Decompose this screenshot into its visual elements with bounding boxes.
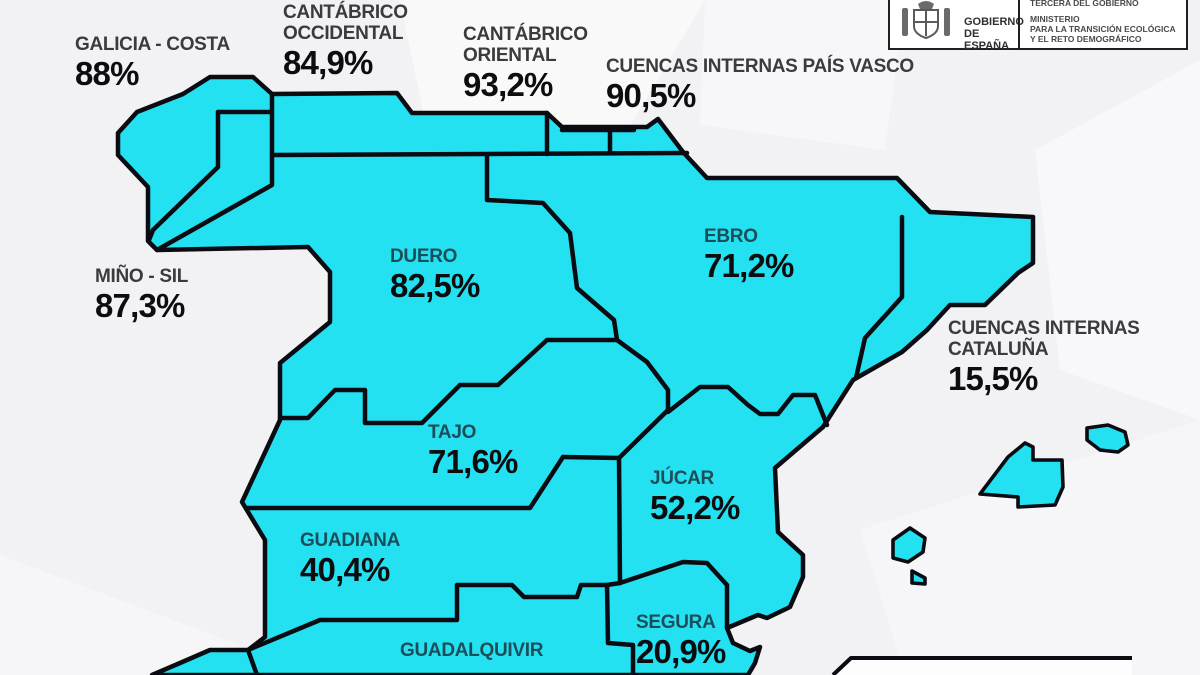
border-guadiana-jucar [560, 454, 623, 586]
border-galicia-mino [146, 109, 221, 243]
border-guadalquivir-west [245, 647, 260, 675]
government-logo-left: GOBIERNO DE ESPAÑA [890, 0, 1024, 52]
border-guadiana-guadalquivir [245, 580, 623, 653]
basin-value: 87,3% [95, 287, 185, 324]
basin-value: 40,4% [300, 551, 390, 588]
ministry-line1: MINISTERIO [1030, 14, 1080, 24]
basin-name: CANTÁBRICO [463, 24, 588, 45]
spain-coat-of-arms-icon [902, 1, 950, 40]
basin-value: 88% [75, 55, 139, 92]
island-menorca [1085, 423, 1130, 454]
basin-name: OCCIDENTAL [283, 23, 404, 44]
basin-value: 93,2% [463, 66, 553, 103]
basin-label-galicia-costa: GALICIA - COSTA 88% [75, 34, 230, 92]
border-mino-duero [154, 91, 275, 253]
basin-borders [146, 91, 905, 675]
island-ibiza [891, 526, 927, 564]
basin-label-cantabrico-occidental: CANTÁBRICO OCCIDENTAL 84,9% [283, 2, 408, 81]
basin-label-segura: SEGURA 20,9% [636, 612, 726, 670]
basin-label-cataluna: CUENCAS INTERNAS CATALUÑA 15,5% [948, 318, 1140, 397]
basin-name: TAJO [428, 422, 477, 443]
basin-value: 71,2% [704, 247, 794, 284]
ministry-name: TERCERA DEL GOBIERNO MINISTERIO PARA LA … [1030, 0, 1180, 44]
basin-name: CANTÁBRICO [283, 2, 408, 23]
border-guadalquivir-segura [604, 582, 636, 675]
government-name: GOBIERNO DE ESPAÑA [964, 16, 1024, 52]
basin-name: CATALUÑA [948, 339, 1049, 360]
basin-label-guadiana: GUADIANA 40,4% [300, 530, 400, 588]
basin-name: MIÑO - SIL [95, 266, 189, 287]
border-ebro-cataluna [853, 214, 905, 381]
basin-label-mino-sil: MIÑO - SIL 87,3% [95, 266, 188, 324]
basin-name: ORIENTAL [463, 45, 557, 66]
border-ebro-jucar [614, 337, 830, 428]
basin-value: 52,2% [650, 489, 740, 526]
basin-name: CUENCAS INTERNAS PAÍS VASCO [606, 56, 914, 77]
border-cantabrico-duero [269, 150, 690, 158]
basin-value: 71,6% [428, 443, 518, 480]
basin-value: 15,5% [948, 360, 1038, 397]
island-mallorca [978, 441, 1065, 509]
basin-label-cantabrico-oriental: CANTÁBRICO ORIENTAL 93,2% [463, 24, 588, 103]
basin-label-jucar: JÚCAR 52,2% [650, 468, 740, 526]
government-name-line1: GOBIERNO [964, 16, 1024, 28]
ministry-line2: PARA LA TRANSICIÓN ECOLÓGICA [1030, 24, 1176, 34]
island-formentera [910, 569, 927, 586]
logo-divider [1018, 0, 1020, 48]
basin-value: 90,5% [606, 77, 696, 114]
basin-name: JÚCAR [650, 468, 714, 489]
balearic-islands [891, 423, 1130, 586]
basin-name: CUENCAS INTERNAS [948, 318, 1140, 339]
government-logo-box: GOBIERNO DE ESPAÑA TERCERA DEL GOBIERNO … [888, 0, 1188, 52]
government-name-line2: DE ESPAÑA [964, 28, 1010, 52]
ministry-line3: Y EL RETO DEMOGRÁFICO [1030, 34, 1142, 44]
basin-name: GALICIA - COSTA [75, 34, 230, 55]
legend-box [831, 656, 1132, 675]
basin-label-duero: DUERO 82,5% [390, 246, 480, 304]
basin-label-guadalquivir: GUADALQUIVIR [400, 640, 543, 661]
basin-label-pais-vasco: CUENCAS INTERNAS PAÍS VASCO 90,5% [606, 56, 914, 114]
border-jucar-segura [617, 559, 730, 631]
ministry-dept-line: TERCERA DEL GOBIERNO [1030, 0, 1139, 8]
basin-name: SEGURA [636, 612, 716, 633]
border-tajo-guadiana [243, 454, 566, 511]
basin-name: DUERO [390, 246, 458, 267]
basin-value: 84,9% [283, 44, 373, 81]
border-duero-ebro [484, 152, 620, 343]
basin-value: 82,5% [390, 267, 480, 304]
border-duero-tajo [277, 337, 620, 426]
basin-name: EBRO [704, 226, 758, 247]
basin-label-tajo: TAJO 71,6% [428, 422, 518, 480]
basin-value: 20,9% [636, 633, 726, 670]
basin-name: GUADIANA [300, 530, 400, 551]
basin-name: GUADALQUIVIR [400, 640, 544, 661]
basin-label-ebro: EBRO 71,2% [704, 226, 794, 284]
border-tajo-jucar [616, 407, 671, 461]
